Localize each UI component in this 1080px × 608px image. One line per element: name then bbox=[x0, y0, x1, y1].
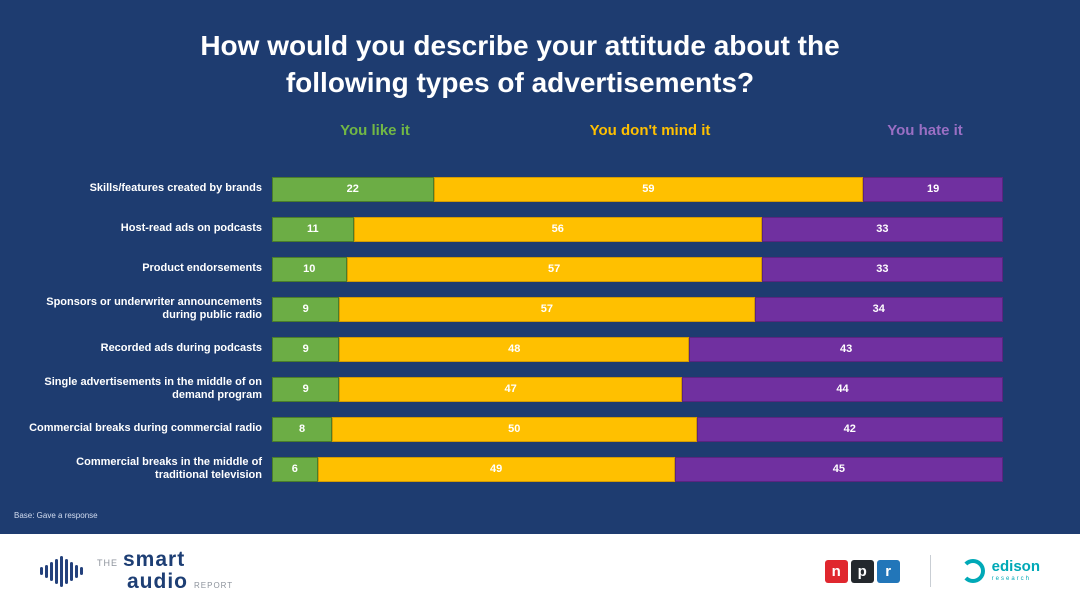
bar-segment-you-like-it: 9 bbox=[272, 296, 340, 322]
chart-rows: Skills/features created by brands 22 59 19 H… bbox=[0, 176, 1080, 496]
value-label: 34 bbox=[872, 303, 885, 315]
brand-smart: smart bbox=[123, 547, 186, 571]
value-label: 11 bbox=[307, 223, 319, 235]
bar-segment-you-don-t-mind-it: 56 bbox=[353, 216, 762, 242]
npr-letter: r bbox=[876, 559, 900, 583]
edison-sub: research bbox=[991, 575, 1031, 582]
edison-research-logo: edison research bbox=[960, 558, 1040, 583]
value-label: 44 bbox=[836, 383, 849, 395]
stacked-bar: 22 59 19 bbox=[272, 176, 1003, 202]
chart-row: Recorded ads during podcasts 9 48 43 bbox=[0, 336, 1080, 362]
bar-segment-you-don-t-mind-it: 47 bbox=[339, 376, 682, 402]
chart-legend: You like it You don't mind it You hate i… bbox=[0, 122, 1080, 170]
value-label: 8 bbox=[298, 423, 306, 435]
bar-segment-you-hate-it: 43 bbox=[689, 336, 1003, 362]
bar-segment-you-hate-it: 33 bbox=[761, 216, 1003, 242]
bar-segment-you-hate-it: 44 bbox=[682, 376, 1003, 402]
value-label: 43 bbox=[840, 343, 853, 355]
value-label: 49 bbox=[490, 463, 503, 475]
bar-segment-you-don-t-mind-it: 57 bbox=[346, 256, 762, 282]
brand-report: REPORT bbox=[194, 581, 234, 590]
page-title: How would you describe your attitude abo… bbox=[200, 30, 840, 98]
chart-row: Sponsors or underwriter announcements du… bbox=[0, 296, 1080, 322]
value-label: 57 bbox=[548, 263, 561, 275]
bar-segment-you-like-it: 22 bbox=[272, 176, 434, 202]
category-label: Host-read ads on podcasts bbox=[120, 222, 262, 235]
bar-segment-you-hate-it: 34 bbox=[754, 296, 1003, 322]
npr-letter: n bbox=[824, 559, 848, 583]
brand-audio: audio bbox=[127, 570, 188, 593]
smart-audio-wordmark: THE smart audio REPORT bbox=[97, 547, 234, 593]
stacked-bar: 8 50 42 bbox=[272, 416, 1003, 442]
bar-segment-you-like-it: 11 bbox=[272, 216, 354, 242]
value-label: 22 bbox=[346, 183, 359, 195]
chart-row: Host-read ads on podcasts 11 56 33 bbox=[0, 216, 1080, 242]
bar-segment-you-don-t-mind-it: 57 bbox=[339, 296, 755, 322]
chart-row: Commercial breaks during commercial radi… bbox=[0, 416, 1080, 442]
value-label: 48 bbox=[508, 343, 521, 355]
edison-name: edison bbox=[991, 558, 1040, 576]
bar-segment-you-hate-it: 45 bbox=[674, 456, 1003, 482]
category-label: Product endorsements bbox=[142, 262, 262, 275]
stacked-bar: 9 57 34 bbox=[272, 296, 1003, 322]
base-note: Base: Gave a response bbox=[14, 511, 98, 520]
value-label: 10 bbox=[303, 263, 316, 275]
value-label: 6 bbox=[291, 463, 298, 475]
npr-letter: p bbox=[850, 559, 874, 583]
value-label: 50 bbox=[508, 423, 521, 435]
legend-you-like-it: You like it bbox=[340, 122, 410, 139]
value-label: 47 bbox=[504, 383, 517, 395]
category-label: Recorded ads during podcasts bbox=[100, 342, 262, 355]
value-label: 33 bbox=[876, 263, 889, 275]
value-label: 59 bbox=[642, 183, 655, 195]
stacked-bar: 11 56 33 bbox=[272, 216, 1003, 242]
value-label: 56 bbox=[551, 223, 564, 235]
value-label: 9 bbox=[302, 303, 309, 315]
value-label: 45 bbox=[832, 463, 845, 475]
bar-segment-you-like-it: 8 bbox=[272, 416, 332, 442]
bar-segment-you-hate-it: 42 bbox=[696, 416, 1003, 442]
bar-segment-you-don-t-mind-it: 49 bbox=[317, 456, 675, 482]
brand-the: THE bbox=[97, 557, 118, 568]
value-label: 57 bbox=[540, 303, 553, 315]
bar-segment-you-hate-it: 33 bbox=[761, 256, 1003, 282]
bar-segment-you-like-it: 9 bbox=[272, 376, 340, 402]
stacked-bar: 9 47 44 bbox=[272, 376, 1003, 402]
value-label: 33 bbox=[876, 223, 889, 235]
legend-you-dont-mind-it: You don't mind it bbox=[589, 122, 711, 139]
value-label: 42 bbox=[843, 423, 856, 435]
bar-segment-you-like-it: 9 bbox=[272, 336, 340, 362]
category-label: Commercial breaks during commercial radi… bbox=[29, 422, 262, 435]
value-label: 19 bbox=[927, 183, 940, 195]
edison-icon bbox=[960, 559, 985, 583]
chart-row: Single advertisements in the middle of o… bbox=[0, 376, 1080, 402]
legend-you-hate-it: You hate it bbox=[887, 122, 963, 139]
category-label: Commercial breaks in the middle of tradi… bbox=[76, 455, 262, 481]
category-label: Sponsors or underwriter announcements du… bbox=[46, 295, 262, 321]
bar-segment-you-don-t-mind-it: 48 bbox=[339, 336, 690, 362]
bar-segment-you-like-it: 6 bbox=[272, 456, 318, 482]
category-label: Single advertisements in the middle of o… bbox=[44, 375, 262, 401]
bar-segment-you-hate-it: 19 bbox=[863, 176, 1003, 202]
category-label: Skills/features created by brands bbox=[89, 182, 262, 195]
waveform-icon bbox=[40, 554, 85, 588]
bar-segment-you-like-it: 10 bbox=[272, 256, 347, 282]
bar-segment-you-don-t-mind-it: 50 bbox=[332, 416, 697, 442]
stacked-bar: 10 57 33 bbox=[272, 256, 1003, 282]
stacked-bar: 9 48 43 bbox=[272, 336, 1003, 362]
stacked-bar: 6 49 45 bbox=[272, 456, 1003, 482]
value-label: 9 bbox=[302, 383, 309, 395]
smart-audio-logo: THE smart audio REPORT bbox=[40, 547, 234, 593]
value-label: 9 bbox=[302, 343, 309, 355]
chart-row: Product endorsements 10 57 33 bbox=[0, 256, 1080, 282]
footer-divider bbox=[929, 555, 931, 587]
bar-segment-you-don-t-mind-it: 59 bbox=[433, 176, 864, 202]
chart-row: Skills/features created by brands 22 59 19 bbox=[0, 176, 1080, 202]
chart-row: Commercial breaks in the middle of tradi… bbox=[0, 456, 1080, 482]
